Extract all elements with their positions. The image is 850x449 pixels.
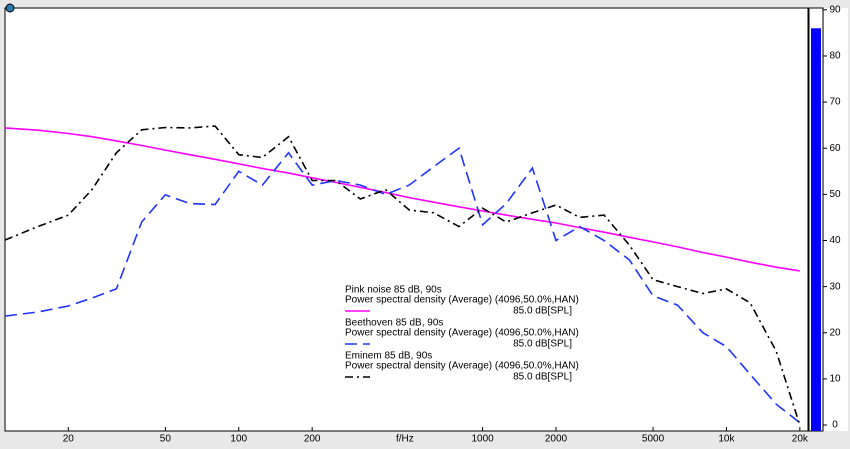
x-tick-label: 200 <box>304 434 321 445</box>
legend-name: Pink noise 85 dB, 90s <box>345 285 442 296</box>
y-tick-label: 40 <box>829 235 841 246</box>
x-tick-label: 10k <box>718 434 735 445</box>
x-tick-label: 100 <box>230 434 247 445</box>
y-tick-label: 50 <box>829 189 841 200</box>
y-tick-label: 30 <box>829 281 841 292</box>
legend-description: Power spectral density (Average) (4096,5… <box>345 361 579 372</box>
legend-level: 85.0 dB[SPL] <box>513 372 572 383</box>
icon[interactable] <box>5 3 15 13</box>
y-tick-label: 0 <box>832 420 838 431</box>
y-axis-area <box>824 8 848 431</box>
x-axis-label: f/Hz <box>396 434 414 445</box>
meter-level <box>811 28 821 431</box>
series-line <box>4 127 800 272</box>
legend-level: 85.0 dB[SPL] <box>513 306 572 317</box>
x-tick-label: 20 <box>63 434 75 445</box>
legend-name: Eminem 85 dB, 90s <box>345 351 432 362</box>
series-line <box>4 146 801 424</box>
x-tick-label: 2000 <box>545 434 568 445</box>
y-tick-label: 70 <box>829 97 841 108</box>
legend-description: Power spectral density (Average) (4096,5… <box>345 295 579 306</box>
legend-description: Power spectral density (Average) (4096,5… <box>345 328 579 339</box>
x-tick-label: 20k <box>792 434 809 445</box>
y-tick-label: 90 <box>829 4 841 15</box>
series-line <box>4 125 801 426</box>
legend-name: Beethoven 85 dB, 90s <box>345 318 443 329</box>
x-tick-label: 1000 <box>471 434 494 445</box>
legend <box>338 278 600 390</box>
legend-level: 85.0 dB[SPL] <box>513 339 572 350</box>
x-tick-label: 50 <box>160 434 172 445</box>
y-tick-label: 80 <box>829 51 841 62</box>
x-tick-label: 5000 <box>642 434 665 445</box>
y-tick-label: 10 <box>829 374 841 385</box>
y-tick-label: 60 <box>829 143 841 154</box>
y-tick-label: 20 <box>829 327 841 338</box>
